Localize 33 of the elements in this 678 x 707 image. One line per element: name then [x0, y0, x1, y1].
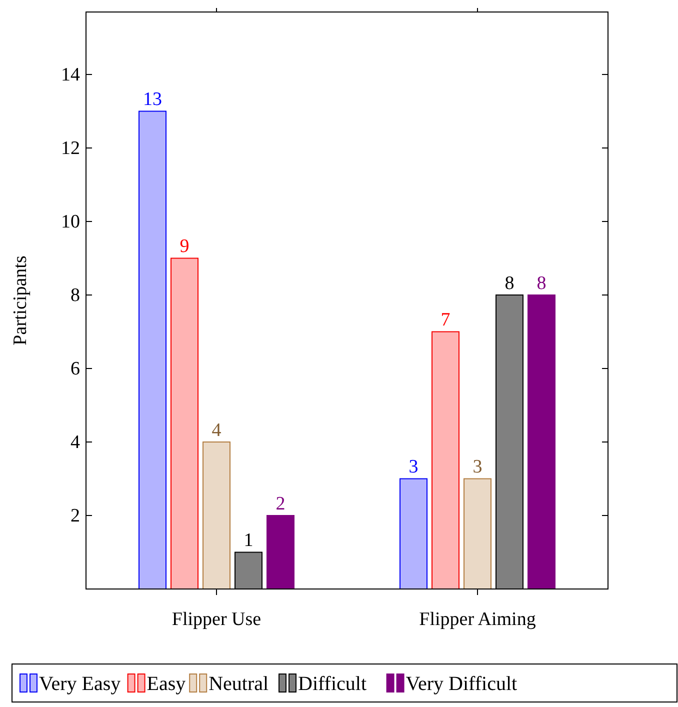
legend-label: Very Easy [39, 673, 121, 695]
data-label: 8 [536, 272, 546, 294]
data-label: 8 [504, 272, 514, 294]
bar [138, 110, 166, 590]
data-label: 2 [276, 493, 286, 514]
y-tick-label: 14 [61, 64, 80, 86]
bar [202, 441, 230, 590]
legend-label: Difficult [298, 673, 367, 695]
bar [528, 294, 556, 590]
y-tick-label: 10 [61, 211, 80, 232]
bar [266, 514, 294, 590]
bar [432, 331, 460, 590]
bar [464, 478, 492, 590]
x-tick-label: Flipper Aiming [419, 609, 536, 630]
y-tick-label: 6 [70, 358, 80, 380]
y-tick-label: 4 [70, 432, 80, 453]
legend-label: Neutral [208, 673, 270, 695]
data-label: 1 [244, 530, 254, 552]
bar [400, 478, 428, 590]
data-label: 3 [472, 456, 482, 478]
legend-label: Easy [146, 673, 186, 695]
data-label: 3 [408, 456, 418, 478]
data-label: 9 [180, 236, 190, 258]
y-axis-title: Participants [10, 256, 31, 346]
y-tick-label: 2 [70, 505, 80, 526]
y-tick-label: 12 [61, 138, 80, 159]
data-label: 7 [440, 310, 450, 331]
data-label: 13 [143, 89, 162, 110]
y-tick-label: 8 [70, 284, 80, 306]
data-label: 4 [212, 420, 222, 441]
bar [170, 258, 198, 590]
legend-label: Very Difficult [406, 673, 518, 695]
x-tick-label: Flipper Use [172, 609, 262, 630]
